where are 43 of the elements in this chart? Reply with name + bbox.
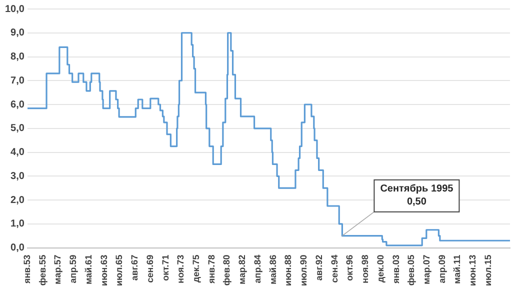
x-tick-label: сен.69 <box>144 254 155 283</box>
x-tick-label: июл.90 <box>298 254 309 286</box>
x-tick-label: июн.88 <box>283 254 294 286</box>
x-tick-label: янв.78 <box>206 254 216 284</box>
y-tick-label: 10,0 <box>4 4 25 15</box>
x-tick-label: апр.59 <box>68 254 78 284</box>
y-tick-label: 8,0 <box>10 52 25 63</box>
annotation: Сентябрь 1995 0,50 <box>380 184 454 208</box>
y-tick-label: 4,0 <box>10 147 25 158</box>
y-tick-label: 5,0 <box>10 123 25 134</box>
x-tick-label: дек.75 <box>190 254 201 283</box>
x-tick-label: ноя.98 <box>360 254 370 284</box>
x-tick-label: мар.07 <box>422 254 432 284</box>
x-tick-label: ноя.73 <box>176 254 186 284</box>
x-tick-label: фев.05 <box>406 254 416 286</box>
x-tick-label: окт.96 <box>344 254 355 281</box>
y-tick-label: 0,0 <box>10 242 25 254</box>
x-tick-label: фев.55 <box>37 254 48 286</box>
y-tick-label: 9,0 <box>10 28 25 39</box>
x-tick-label: авг.67 <box>130 254 140 281</box>
y-tick-label: 7,0 <box>10 75 25 86</box>
x-tick-label: мар.57 <box>52 254 63 284</box>
x-tick-label: сен.94 <box>329 254 340 283</box>
x-tick-label: май.11 <box>452 254 462 284</box>
y-tick-label: 3,0 <box>10 170 25 182</box>
x-tick-label: окт.71 <box>160 254 170 281</box>
x-tick-label: июл.15 <box>482 254 493 286</box>
x-tick-label: янв.03 <box>390 254 401 284</box>
x-tick-label: дек.00 <box>375 254 386 283</box>
x-tick-label: май.86 <box>268 254 278 284</box>
y-tick-label: 1,0 <box>10 218 25 230</box>
x-tick-label: фев.80 <box>222 254 232 286</box>
x-tick-label: май.61 <box>83 254 94 284</box>
x-tick-label: июн.63 <box>98 254 109 286</box>
x-tick-label: авг.92 <box>314 254 324 281</box>
y-tick-label: 6,0 <box>10 99 25 110</box>
y-tick-label: 2,0 <box>10 194 25 206</box>
x-tick-label: мар.82 <box>237 254 248 284</box>
x-tick-label: июн.13 <box>468 254 478 286</box>
x-tick-label: апр.84 <box>252 254 262 284</box>
x-tick-label: апр.09 <box>436 254 447 284</box>
x-tick-label: июл.65 <box>114 254 124 286</box>
x-tick-label: янв.53 <box>22 254 32 284</box>
